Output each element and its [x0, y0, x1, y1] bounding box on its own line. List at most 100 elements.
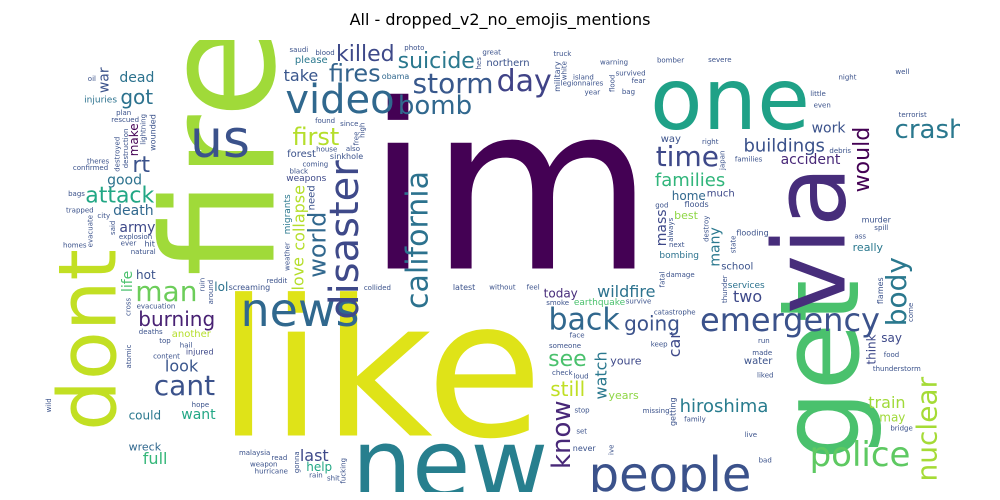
word-hes-176: hes: [475, 57, 483, 70]
word-top-198: top: [159, 337, 171, 345]
word-cloud: im like fire get via new one dont us news people vi…: [40, 40, 960, 492]
word-little-169: little: [810, 90, 826, 98]
word-state-156: state: [729, 236, 737, 254]
word-make-68: make: [127, 123, 141, 156]
word-nuclear-28: nuclear: [910, 376, 943, 481]
word-catastrophe-168: catastrophe: [654, 308, 696, 316]
word-malaysia-167: malaysia: [239, 449, 270, 457]
word-rain-185: rain: [309, 471, 323, 479]
word-wounded-103: wounded: [149, 114, 158, 151]
word-forest-84: forest: [287, 149, 316, 160]
word-food-209: food: [884, 351, 899, 359]
word-ever-152: ever: [121, 240, 137, 248]
word-warning-203: warning: [600, 58, 628, 66]
word-face-174: face: [570, 331, 585, 339]
word-one-3: one: [650, 50, 810, 150]
word-come-166: come: [907, 303, 915, 322]
word-city-119: city: [97, 212, 110, 220]
word-island-192: island: [573, 73, 594, 81]
word-right-150: right: [702, 138, 719, 146]
word-may-74: may: [879, 410, 905, 424]
word-school-78: school: [721, 261, 753, 272]
word-said-141: said: [109, 221, 117, 235]
word-photo-117: photo: [404, 44, 424, 52]
word-someone-181: someone: [549, 342, 581, 350]
word-japan-183: japan: [719, 151, 727, 171]
word-debris-182: debris: [829, 147, 851, 155]
word-blood-154: blood: [315, 49, 334, 57]
word-destroyed-195: destroyed: [113, 137, 121, 172]
word-last-47: last: [300, 446, 329, 465]
word-fucking-112: fucking: [339, 458, 347, 484]
word-earthquake-96: earthquake: [574, 298, 626, 308]
word-natural-151: natural: [131, 248, 156, 256]
word-death-59: death: [113, 203, 153, 219]
word-im-0: im: [366, 57, 654, 324]
word-read-145: read: [272, 454, 288, 462]
word-time-23: time: [656, 140, 719, 173]
word-families-37: families: [655, 170, 725, 191]
word-first-32: first: [292, 123, 339, 151]
word-mass-63: mass: [654, 209, 670, 246]
word-fire-2: fire: [130, 40, 311, 277]
word-since-114: since: [340, 120, 358, 128]
word-injured-99: injured: [186, 347, 214, 356]
word-bomber-136: bomber: [657, 56, 684, 64]
word-killed-26: killed: [336, 42, 395, 67]
word-see-36: see: [548, 347, 587, 372]
word-hit-92: hit: [144, 240, 154, 249]
word-take-54: take: [284, 66, 319, 85]
word-ive-212: ive: [608, 445, 616, 455]
word-us-17: us: [190, 110, 250, 170]
word-injuries-106: injuries: [84, 96, 117, 106]
word-bombing-89: bombing: [659, 251, 699, 261]
word-missing-160: missing: [643, 407, 670, 415]
word-migrants-94: migrants: [283, 194, 293, 234]
word-destruction-172: destruction: [122, 129, 130, 169]
word-fatal-126: fatal: [658, 272, 666, 288]
word-buildings-39: buildings: [743, 135, 824, 156]
word-lol-70: lol: [214, 280, 228, 294]
word-video-9: video: [285, 77, 394, 123]
word-cross-180: cross: [124, 297, 132, 316]
word-feel-113: feel: [527, 283, 540, 291]
word-hail-109: hail: [180, 342, 193, 350]
word-deaths-124: deaths: [139, 328, 163, 336]
word-obama-95: obama: [382, 72, 410, 81]
word-services-93: services: [728, 281, 765, 291]
word-around-197: around: [207, 280, 215, 305]
word-terrorist-193: terrorist: [899, 111, 927, 119]
word-sinkhole-105: sinkhole: [330, 152, 363, 161]
word-many-64: many: [707, 227, 723, 266]
word-liked-131: liked: [757, 372, 773, 380]
word-next-147: next: [669, 241, 685, 249]
word-legionnaires-121: legionnaires: [561, 79, 604, 87]
word-man-22: man: [135, 275, 197, 308]
word-atomic-170: atomic: [125, 344, 133, 368]
word-trapped-188: trapped: [66, 207, 94, 215]
word-theres-215: theres: [87, 158, 110, 166]
word-bad-187: bad: [759, 457, 772, 465]
word-look-52: look: [165, 356, 199, 375]
word-black-159: black: [290, 167, 310, 175]
word-military-98: military: [553, 61, 562, 92]
word-attack-29: attack: [85, 184, 154, 209]
word-family-207: family: [684, 416, 706, 424]
word-house-184: house: [316, 146, 337, 154]
word-hope-146: hope: [192, 401, 209, 409]
word-bags-186: bags: [68, 190, 85, 198]
word-destroy-164: destroy: [703, 216, 711, 242]
word-ruin-175: ruin: [198, 278, 206, 292]
word-please-85: please: [295, 55, 328, 66]
word-water-79: water: [744, 356, 773, 367]
word-murder-101: murder: [862, 215, 892, 224]
word-good-58: good: [107, 172, 142, 188]
word-ass-116: ass: [854, 233, 866, 241]
chart-title: All - dropped_v2_no_emojis_mentions: [349, 10, 651, 29]
word-explosion-122: explosion: [119, 233, 152, 241]
word-hurricane-143: hurricane: [255, 468, 288, 476]
word-screaming-100: screaming: [229, 283, 271, 292]
word-truck-204: truck: [553, 50, 572, 58]
word-wildfire-44: wildfire: [597, 282, 655, 301]
